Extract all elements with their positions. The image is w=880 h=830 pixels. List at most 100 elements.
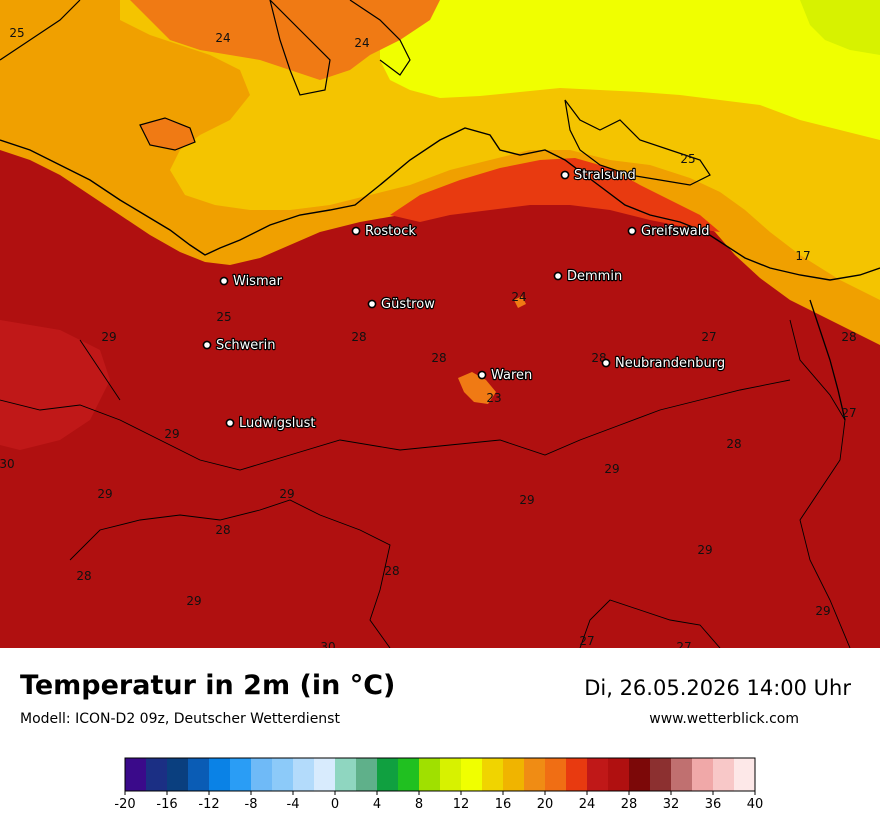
sea-zone-yellow: [380, 0, 880, 140]
city-marker: Waren: [477, 367, 533, 384]
legend-swatch: [230, 758, 252, 791]
legend-swatch: [272, 758, 294, 791]
legend-swatch: [146, 758, 168, 791]
city-marker: Greifswald: [627, 223, 711, 240]
sea-zone-lime: [800, 0, 880, 55]
model-info: Modell: ICON-D2 09z, Deutscher Wetterdie…: [20, 711, 340, 727]
legend-tick-label: 40: [747, 797, 764, 812]
website-link[interactable]: www.wetterblick.com: [649, 711, 799, 727]
city-label: Güstrow: [381, 297, 435, 312]
legend-swatch: [209, 758, 231, 791]
isoline-label: 29: [815, 604, 830, 618]
legend-swatch: [419, 758, 441, 791]
isoline-label: 24: [354, 36, 369, 50]
island-small: [140, 118, 195, 150]
legend-swatch: [671, 758, 693, 791]
city-dot: [560, 170, 570, 180]
city-marker: Güstrow: [367, 296, 436, 313]
isoline-label: 28: [726, 437, 741, 451]
state-border-1: [0, 379, 791, 471]
isoline-label: 30: [0, 457, 15, 471]
legend-swatch: [377, 758, 399, 791]
legend-swatch: [734, 758, 756, 791]
legend-swatch: [293, 758, 315, 791]
legend-tick-label: 20: [537, 797, 554, 812]
legend-swatch: [713, 758, 735, 791]
city-dot: [351, 226, 361, 236]
island-north-west: [130, 0, 440, 80]
legend-swatch: [650, 758, 672, 791]
cool-spot-waren: [458, 372, 496, 404]
isoline-label: 25: [680, 152, 695, 166]
isoline-label: 27: [841, 406, 856, 420]
city-dot: [627, 226, 637, 236]
city-dot: [219, 276, 229, 286]
state-border-4: [579, 599, 721, 648]
city-marker: Wismar: [219, 273, 284, 290]
isoline-label: 25: [216, 310, 231, 324]
isoline-label: 25: [9, 26, 24, 40]
isoline-label: 23: [486, 391, 501, 405]
legend-tick-label: -4: [287, 797, 300, 812]
state-border-3: [69, 499, 391, 648]
island-outline-2: [139, 117, 196, 151]
legend-swatch: [335, 758, 357, 791]
isoline-label: 29: [186, 594, 201, 608]
color-legend: -20 -16 -12 -8 -4 0 4 8 12 16 20 24 28 32 36 40: [114, 757, 764, 812]
isoline-label: 29: [519, 493, 534, 507]
legend-swatch: [629, 758, 651, 791]
legend-tick-label: -16: [156, 797, 177, 812]
legend-swatch: [692, 758, 714, 791]
isoline-label: 29: [101, 330, 116, 344]
isoline-labels: 25 24 24 25 17 24 25 29 28 27 28 28 28 23 27 29 28 30 29 29…: [0, 26, 857, 648]
legend-swatch: [188, 758, 210, 791]
city-markers: Stralsund Rostock Greifswald Wismar Demmin Gü…: [202, 167, 726, 432]
isoline-label: 28: [841, 330, 856, 344]
city-dot: [225, 418, 235, 428]
legend-swatch: [545, 758, 567, 791]
city-label: Rostock: [365, 224, 416, 239]
city-label: Waren: [491, 368, 532, 383]
forecast-datetime: Di, 26.05.2026 14:00 Uhr: [584, 676, 851, 700]
isoline-label: 28: [351, 330, 366, 344]
legend-tick-label: 12: [453, 797, 470, 812]
isoline-label: 24: [511, 290, 526, 304]
chart-title: Temperatur in 2m (in °C): [20, 670, 396, 701]
isoline-label: 29: [604, 462, 619, 476]
isoline-label: 27: [701, 330, 716, 344]
legend-tick-label: 4: [373, 797, 381, 812]
legend-border: [124, 757, 756, 792]
legend-tick-label: 8: [415, 797, 423, 812]
legend-swatch: [314, 758, 336, 791]
isoline-label: 24: [215, 31, 230, 45]
country-border: [809, 299, 846, 421]
city-label: Greifswald: [641, 224, 710, 239]
legend-swatch: [356, 758, 378, 791]
city-dot: [553, 271, 563, 281]
isoline-label: 30: [320, 640, 335, 648]
city-marker: Neubrandenburg: [601, 355, 726, 372]
city-marker: Ludwigslust: [225, 415, 317, 432]
legend-swatch: [566, 758, 588, 791]
legend-tick-label: -12: [198, 797, 219, 812]
legend-swatch: [125, 758, 147, 791]
city-marker: Demmin: [553, 268, 623, 285]
city-dot: [477, 370, 487, 380]
isoline-label: 28: [384, 564, 399, 578]
state-border-2: [79, 319, 851, 648]
warm-south-east-patch: [0, 320, 110, 450]
isoline-label: 28: [215, 523, 230, 537]
coastal-orange-band: [390, 158, 720, 232]
isoline-label: 29: [697, 543, 712, 557]
map-footer: Temperatur in 2m (in °C) Modell: ICON-D2…: [0, 648, 880, 830]
legend-swatch: [461, 758, 483, 791]
city-dot: [367, 299, 377, 309]
legend-tick-label: 16: [495, 797, 512, 812]
city-marker: Rostock: [351, 223, 418, 240]
legend-tick-label: 36: [705, 797, 722, 812]
legend-tick-label: -20: [114, 797, 135, 812]
island-outline-3: [564, 99, 711, 186]
island-outline-1: [269, 0, 331, 96]
city-dot: [202, 340, 212, 350]
isoline-label: 29: [164, 427, 179, 441]
